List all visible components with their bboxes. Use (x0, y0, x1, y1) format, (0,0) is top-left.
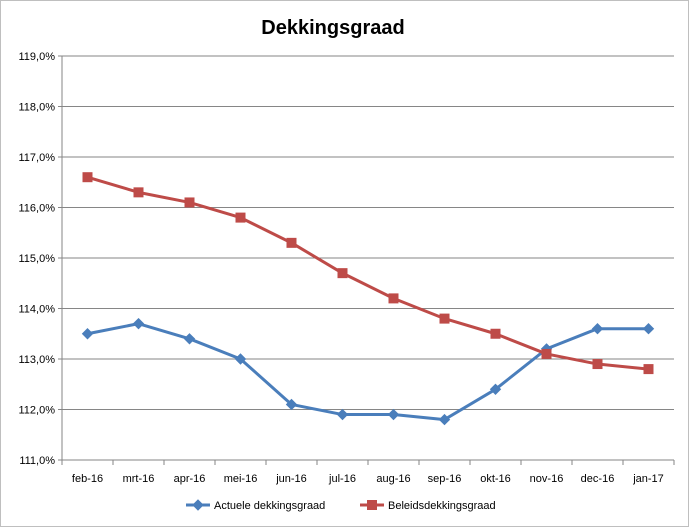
x-tick-label: mei-16 (224, 473, 258, 485)
data-point (592, 359, 603, 370)
data-point (387, 408, 400, 421)
data-point (388, 293, 399, 304)
y-tick-label: 119,0% (19, 51, 56, 63)
legend-label: Actuele dekkingsgraad (214, 500, 325, 512)
gridlines (62, 55, 674, 410)
y-tick-label: 116,0% (19, 203, 56, 215)
data-point (489, 383, 502, 396)
chart-title: Dekkingsgraad (261, 17, 404, 39)
y-tick-label: 117,0% (19, 152, 56, 164)
data-point (439, 313, 450, 324)
data-point (642, 322, 655, 335)
x-axis-ticks: feb-16 mrt-16 apr-16 mei-16 jun-16 jul-16 aug-… (61, 460, 675, 485)
data-point (234, 353, 247, 365)
data-point (132, 317, 145, 330)
data-point (285, 398, 298, 411)
x-tick-label: jul-16 (328, 473, 356, 485)
data-point (286, 237, 297, 248)
data-point (541, 348, 552, 359)
x-tick-label: feb-16 (72, 473, 103, 485)
series-line (87, 175, 649, 371)
series-1 (81, 317, 655, 426)
y-tick-label: 114,0% (19, 304, 56, 316)
data-point (81, 328, 94, 340)
x-tick-label: jan-17 (632, 473, 664, 485)
data-point (133, 187, 144, 198)
x-tick-label: jun-16 (275, 473, 307, 485)
data-point (82, 172, 93, 183)
series-line (87, 322, 649, 422)
x-tick-label: okt-16 (480, 473, 511, 485)
y-tick-label: 118,0% (19, 102, 56, 114)
x-tick-label: sep-16 (428, 473, 462, 485)
legend: Actuele dekkingsgraad Beleidsdekkingsgraa… (186, 499, 496, 512)
y-tick-label: 113,0% (19, 354, 56, 366)
legend-item: Beleidsdekkingsgraad (360, 500, 496, 512)
data-point (643, 364, 654, 375)
x-tick-label: aug-16 (376, 473, 410, 485)
legend-marker (192, 499, 204, 511)
x-tick-label: mrt-16 (123, 473, 155, 485)
y-tick-label: 112,0% (19, 405, 56, 417)
x-tick-label: dec-16 (581, 473, 615, 485)
data-point (490, 328, 501, 339)
y-tick-label: 111,0% (19, 455, 55, 467)
x-tick-label: nov-16 (530, 473, 564, 485)
data-point (235, 212, 246, 223)
data-point (184, 197, 195, 208)
data-point (183, 333, 196, 345)
data-point (591, 322, 604, 335)
legend-item: Actuele dekkingsgraad (186, 499, 325, 512)
series-2 (82, 172, 654, 375)
series-group (81, 172, 655, 426)
y-axis-ticks: 111,0% 112,0% 113,0% 114,0% 115,0% 116,0% 117,… (19, 51, 62, 467)
data-point (337, 268, 348, 279)
legend-marker (367, 500, 377, 510)
legend-label: Beleidsdekkingsgraad (388, 500, 496, 512)
data-point (438, 413, 451, 426)
x-tick-label: apr-16 (174, 473, 206, 485)
data-point (336, 408, 349, 421)
y-tick-label: 115,0% (19, 253, 56, 265)
